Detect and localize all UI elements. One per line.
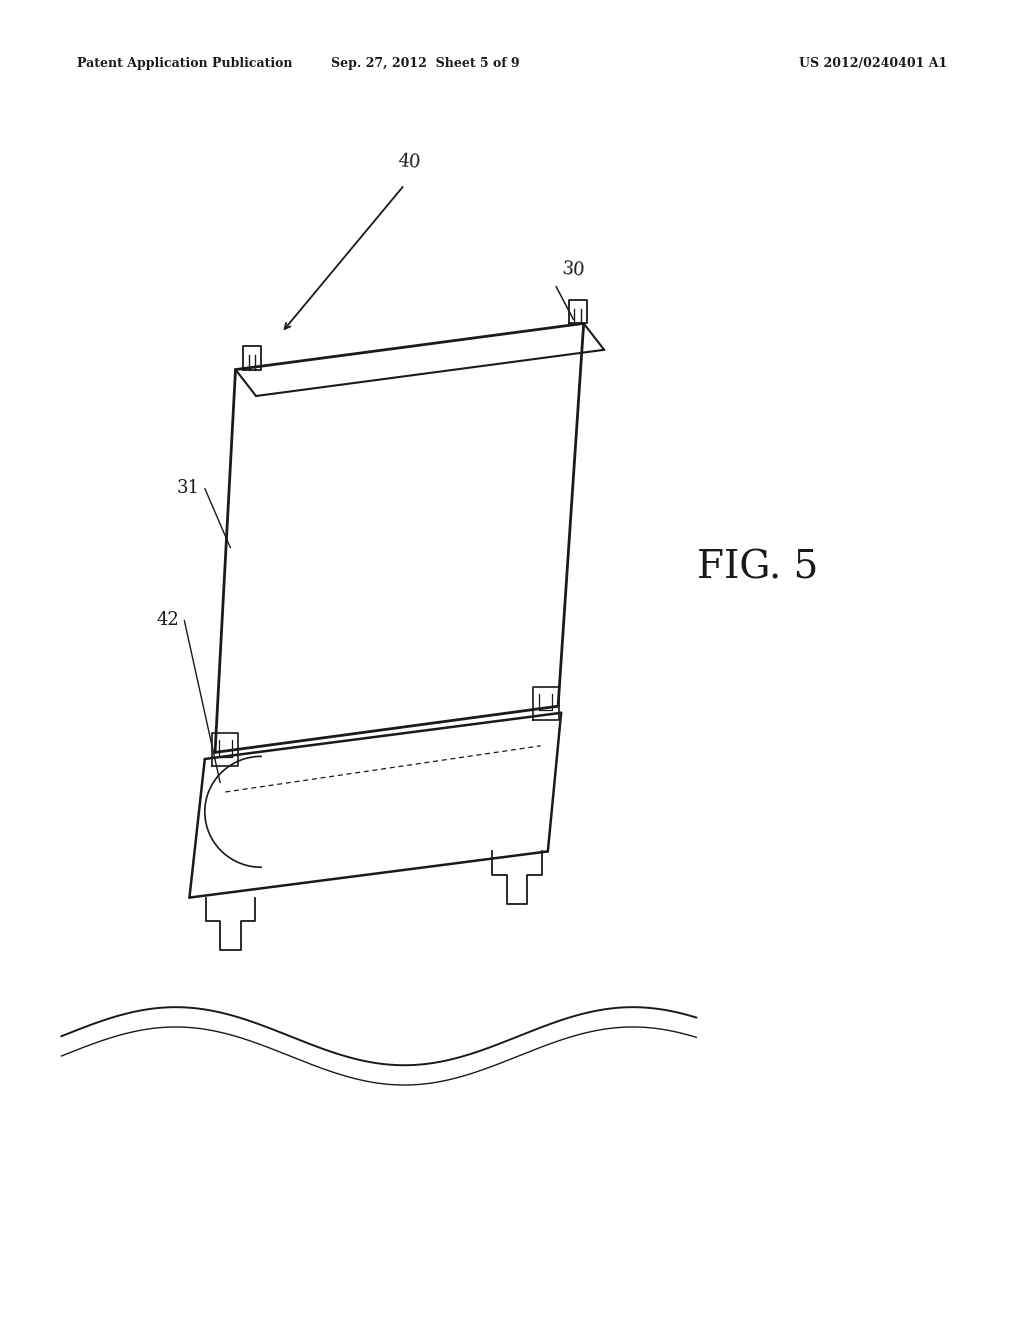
- Text: FIG. 5: FIG. 5: [697, 549, 818, 586]
- Text: 42: 42: [157, 611, 179, 630]
- Text: 40: 40: [397, 152, 422, 172]
- Text: US 2012/0240401 A1: US 2012/0240401 A1: [799, 57, 947, 70]
- Text: 30: 30: [561, 260, 586, 280]
- Text: Sep. 27, 2012  Sheet 5 of 9: Sep. 27, 2012 Sheet 5 of 9: [331, 57, 519, 70]
- Text: Patent Application Publication: Patent Application Publication: [77, 57, 292, 70]
- Text: 31: 31: [177, 479, 200, 498]
